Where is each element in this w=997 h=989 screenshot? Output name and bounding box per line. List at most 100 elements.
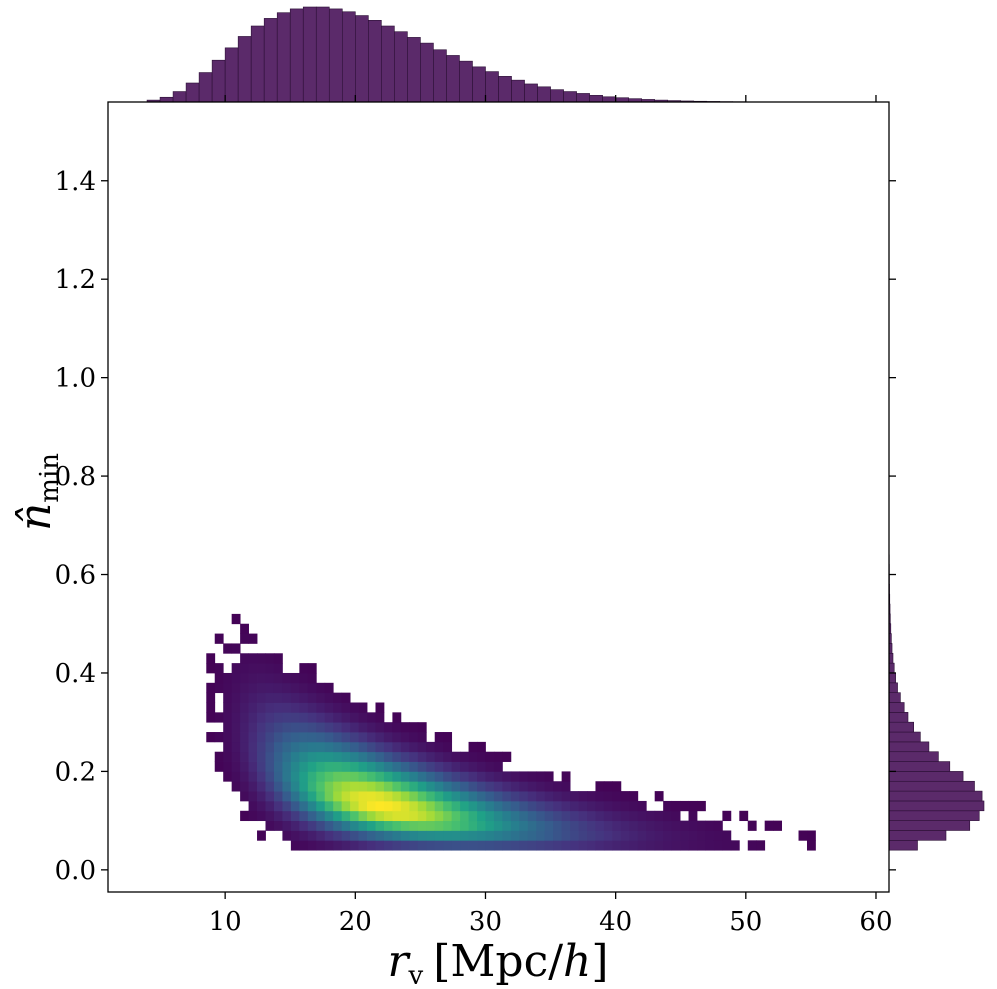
heatmap-cell — [392, 820, 402, 831]
y-axis-label: n̂min — [10, 453, 65, 531]
heatmap-cell — [282, 800, 292, 812]
heatmap-cell — [375, 702, 385, 713]
heatmap-cell — [646, 840, 656, 851]
heatmap-cell — [367, 771, 376, 782]
heatmap-cell — [341, 692, 351, 703]
heatmap-cell — [307, 761, 317, 772]
heatmap-cell — [248, 771, 258, 782]
heatmap-cell — [400, 810, 410, 822]
heatmap-cell — [417, 830, 427, 841]
heatmap-cell — [273, 732, 283, 743]
heatmap-cell — [536, 791, 546, 802]
heatmap-cell — [434, 840, 444, 851]
heatmap-cell — [265, 722, 275, 733]
heatmap-cell — [350, 771, 359, 782]
heatmap-cell — [316, 751, 326, 762]
heatmap-cell — [223, 751, 233, 762]
heatmap-cell — [223, 672, 233, 684]
heatmap-cell — [536, 840, 546, 851]
heatmap-cell — [367, 820, 376, 831]
heatmap-cell — [392, 791, 402, 802]
heatmap-cell — [299, 732, 309, 743]
heatmap-cell — [578, 820, 588, 831]
heatmap-cell — [240, 653, 249, 664]
heatmap-cell — [502, 771, 512, 782]
heatmap-cell — [434, 800, 444, 812]
heatmap-cell — [688, 840, 698, 851]
heatmap-cell — [273, 672, 283, 684]
heatmap-cell — [350, 751, 359, 762]
heatmap-cell — [510, 791, 520, 802]
heatmap-cell — [612, 820, 622, 831]
heatmap-cell — [206, 732, 216, 743]
heatmap-cell — [265, 692, 275, 703]
heatmap-cell — [747, 840, 757, 851]
heatmap-cell — [265, 781, 275, 792]
heatmap-cell — [460, 781, 469, 792]
y-tick-label: 1.0 — [55, 364, 96, 394]
heatmap-cell — [587, 820, 596, 831]
heatmap-cell — [324, 781, 334, 792]
heatmap-cell — [248, 781, 258, 792]
heatmap-cell — [426, 840, 436, 851]
heatmap-cell — [400, 781, 410, 792]
heatmap-cell — [409, 741, 419, 753]
heatmap-cell — [544, 820, 554, 831]
heatmap-cell — [341, 741, 351, 753]
heatmap-cell — [603, 800, 613, 812]
heatmap-cell — [316, 830, 326, 841]
right-marginal-bar — [888, 712, 909, 723]
heatmap-cell — [265, 751, 275, 762]
heatmap-cell — [595, 810, 605, 822]
heatmap-cell — [646, 810, 656, 822]
heatmap-cell — [756, 840, 766, 851]
heatmap-cell — [595, 830, 605, 841]
heatmap-cell — [333, 761, 343, 772]
heatmap-cell — [290, 741, 300, 753]
heatmap-cell — [257, 663, 266, 674]
heatmap-cell — [240, 722, 249, 733]
heatmap-cell — [248, 633, 258, 644]
y-tick-label: 0.0 — [55, 856, 96, 886]
heatmap-cell — [223, 722, 233, 733]
heatmap-cell — [214, 682, 224, 694]
heatmap-cell — [527, 800, 537, 812]
heatmap-cell — [502, 800, 512, 812]
heatmap-cell — [460, 820, 469, 831]
heatmap-cell — [299, 840, 309, 851]
top-marginal-bar — [211, 59, 226, 103]
heatmap-cell — [485, 771, 495, 782]
heatmap-cell — [341, 810, 351, 822]
heatmap-cell — [248, 732, 258, 743]
heatmap-cell — [603, 840, 613, 851]
heatmap-cell — [248, 653, 258, 664]
heatmap-cell — [265, 820, 275, 831]
right-marginal-bar — [888, 672, 896, 684]
y-tick-label: 0.6 — [55, 561, 96, 591]
heatmap-cell — [214, 672, 224, 684]
heatmap-cell — [333, 820, 343, 831]
heatmap-cell — [806, 840, 816, 851]
heatmap-cell — [468, 741, 478, 753]
heatmap-cell — [713, 820, 723, 831]
heatmap-cell — [629, 810, 639, 822]
heatmap-cell — [434, 771, 444, 782]
heatmap-cell — [206, 692, 216, 703]
heatmap-cell — [299, 791, 309, 802]
heatmap-cell — [307, 840, 317, 851]
heatmap-cell — [273, 810, 283, 822]
heatmap-cell — [248, 761, 258, 772]
heatmap-cell — [307, 692, 317, 703]
top-marginal-bar — [563, 91, 577, 103]
right-marginal-bar — [888, 800, 985, 812]
heatmap-cell — [358, 781, 368, 792]
heatmap-cell — [358, 741, 368, 753]
heatmap-cell — [451, 751, 461, 762]
heatmap-cell — [493, 771, 503, 782]
heatmap-cell — [443, 840, 453, 851]
heatmap-cell — [290, 771, 300, 782]
heatmap-cell — [324, 810, 334, 822]
heatmap-cell — [333, 741, 343, 753]
heatmap-cell — [493, 810, 503, 822]
heatmap-cell — [460, 751, 469, 762]
